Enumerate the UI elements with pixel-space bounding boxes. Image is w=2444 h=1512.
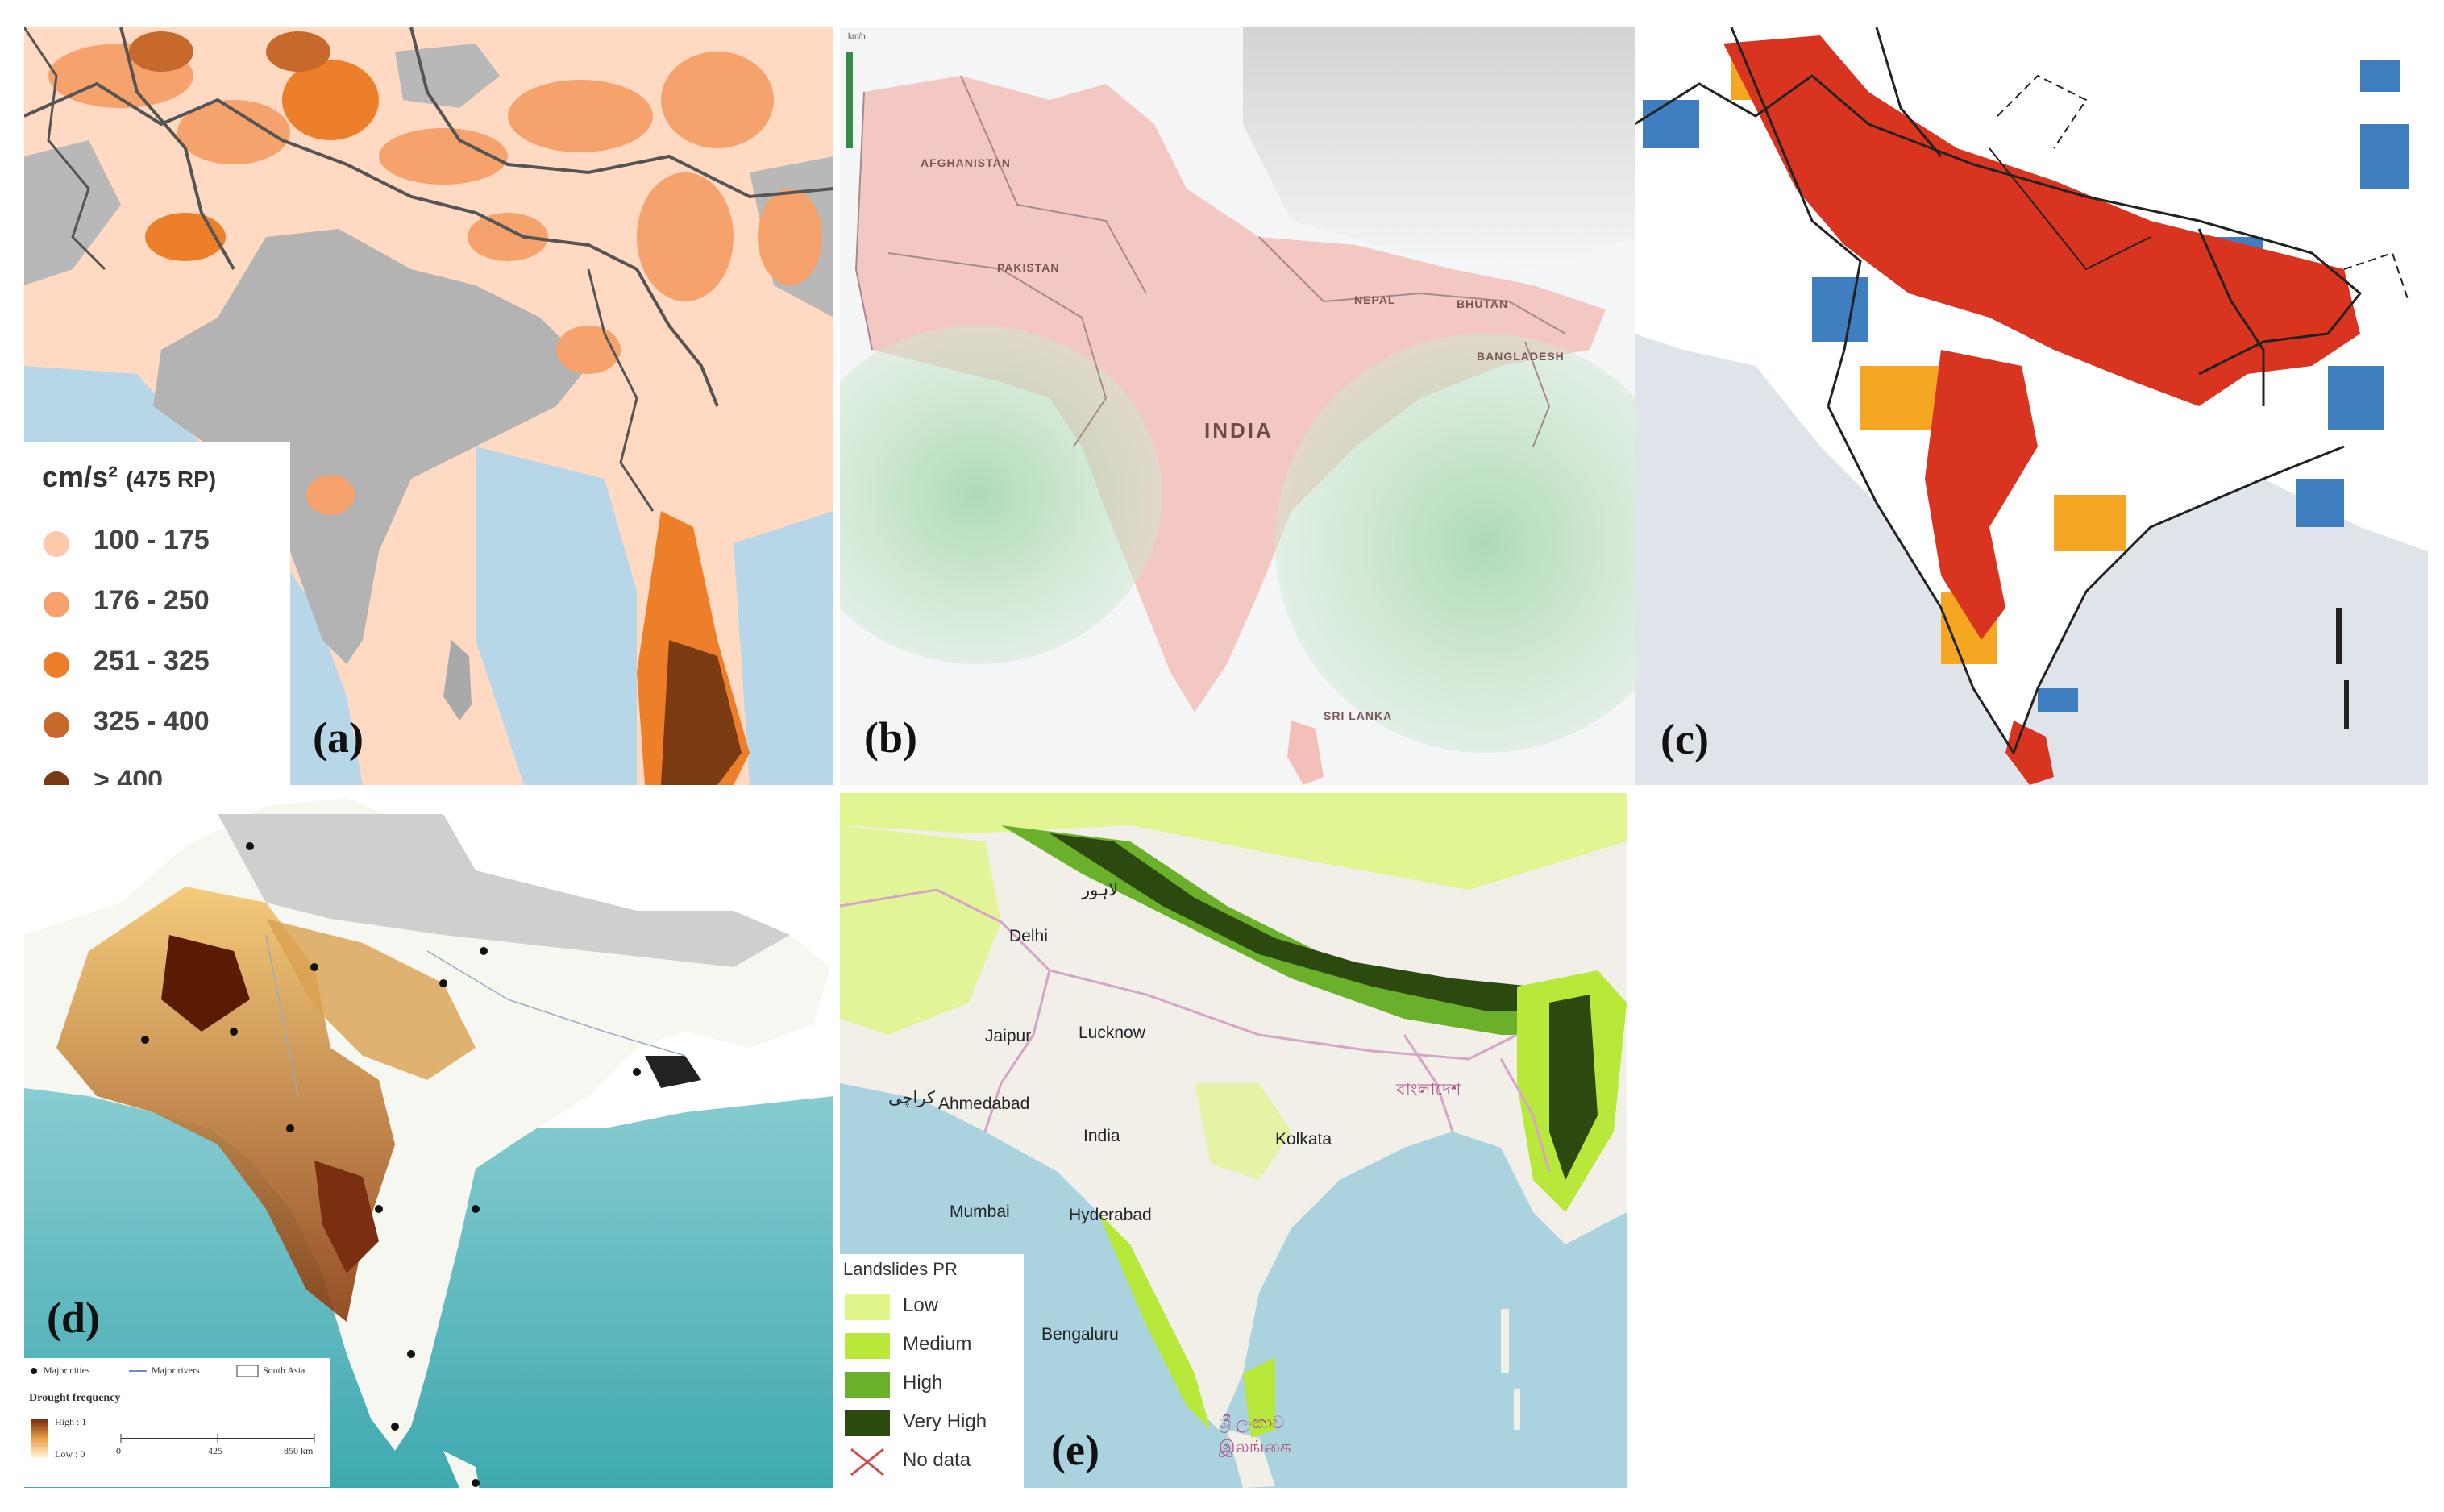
legend-swatch — [845, 1294, 890, 1320]
panel-a-legend-title: cm/s² (475 RP) — [42, 460, 216, 494]
place-lahore-urdu: لاہور — [1082, 881, 1119, 899]
place-bengaluru: Bengaluru — [1041, 1325, 1119, 1344]
country-label-india: INDIA — [1204, 418, 1274, 442]
place-ahmedabad: Ahmedabad — [938, 1095, 1030, 1113]
legend-swatch — [44, 652, 69, 678]
legend-swatch — [44, 712, 69, 738]
panel-b-label: (b) — [864, 713, 917, 762]
panel-a-seismic-map: cm/s² (475 RP) 100 - 175 176 - 250 251 -… — [24, 27, 833, 785]
panel-d-legend-graphic — [31, 1365, 315, 1458]
panel-b-scale-label: km/h — [848, 32, 866, 41]
country-label-afghanistan: AFGHANISTAN — [921, 156, 1011, 169]
place-jaipur: Jaipur — [985, 1027, 1032, 1045]
panel-a-label: (a) — [313, 713, 364, 762]
panel-b-cyclone-map: km/h AFGHANISTAN PAKISTAN INDIA NEPAL BH… — [840, 27, 1640, 785]
scale-tick: 0 — [116, 1445, 121, 1456]
legend-swatch — [845, 1372, 890, 1398]
legend-low: Low : 0 — [55, 1448, 85, 1460]
legend-major-rivers: Major rivers — [152, 1365, 200, 1376]
place-delhi: Delhi — [1009, 927, 1048, 945]
place-lucknow: Lucknow — [1079, 1024, 1145, 1042]
legend-label: Very High — [903, 1410, 987, 1432]
legend-unit: cm/s² — [42, 460, 118, 493]
panel-c-map-graphic — [1635, 27, 2428, 785]
legend-drought-title: Drought frequency — [29, 1392, 121, 1404]
panel-e-label: (e) — [1051, 1426, 1099, 1474]
legend-label: Medium — [903, 1333, 972, 1355]
panel-e-landslide-map: Delhi Jaipur Lucknow Ahmedabad India Kol… — [840, 793, 1627, 1488]
legend-label: High — [903, 1372, 943, 1394]
panel-c-label: (c) — [1661, 715, 1709, 763]
legend-swatch — [44, 771, 69, 785]
panel-d-drought-map: Major cities Major rivers South Asia Dro… — [24, 790, 833, 1488]
scale-tick: 425 — [208, 1445, 222, 1456]
country-label-pakistan: PAKISTAN — [997, 261, 1060, 274]
panel-b-map-graphic — [840, 27, 1640, 785]
legend-major-cities: Major cities — [44, 1365, 90, 1376]
panel-d-legend: Major cities Major rivers South Asia Dro… — [24, 1358, 330, 1487]
panel-e-legend: Landslides PR Low Medium High Very High … — [840, 1254, 1024, 1488]
place-mumbai: Mumbai — [950, 1203, 1010, 1221]
legend-return-period: (475 RP) — [126, 467, 217, 492]
panel-d-label: (d) — [47, 1294, 100, 1342]
legend-swatch — [44, 592, 69, 617]
panel-a-map-graphic — [24, 27, 833, 785]
place-karachi-urdu: کراچی — [888, 1089, 935, 1107]
panel-c-hazard-grid-map: (c) — [1635, 27, 2428, 785]
legend-label: > 400 — [94, 765, 164, 785]
place-hyderabad: Hyderabad — [1069, 1206, 1152, 1224]
legend-south-asia: South Asia — [263, 1365, 306, 1376]
legend-swatch — [44, 531, 69, 557]
legend-label: 176 - 250 — [94, 585, 210, 616]
country-label-nepal: NEPAL — [1354, 293, 1396, 306]
no-data-cross-icon — [850, 1448, 884, 1477]
panel-a-legend: cm/s² (475 RP) 100 - 175 176 - 250 251 -… — [24, 442, 290, 785]
panel-e-legend-title: Landslides PR — [843, 1259, 958, 1279]
place-bangladesh: বাংলাদেশ — [1396, 1081, 1461, 1099]
legend-label: 325 - 400 — [94, 706, 210, 737]
panel-d-map-graphic — [24, 790, 833, 1488]
country-label-bangladesh: BANGLADESH — [1477, 350, 1565, 363]
place-kolkata: Kolkata — [1275, 1130, 1332, 1149]
country-label-bhutan: BHUTAN — [1457, 297, 1509, 310]
scale-tick: 850 km — [284, 1445, 314, 1456]
legend-label: Low — [903, 1294, 939, 1316]
country-label-sri-lanka: SRI LANKA — [1324, 709, 1393, 722]
legend-label: No data — [903, 1449, 971, 1471]
legend-swatch — [845, 1333, 890, 1359]
legend-high: High : 1 — [55, 1416, 87, 1427]
place-srilanka-tamil: இலங்கை — [1219, 1438, 1291, 1456]
place-srilanka-sinhala: ශ්‍රී ලංකාව — [1219, 1414, 1285, 1432]
place-india: India — [1083, 1127, 1120, 1145]
legend-label: 251 - 325 — [94, 646, 210, 676]
legend-swatch — [845, 1410, 890, 1436]
legend-label: 100 - 175 — [94, 525, 210, 555]
